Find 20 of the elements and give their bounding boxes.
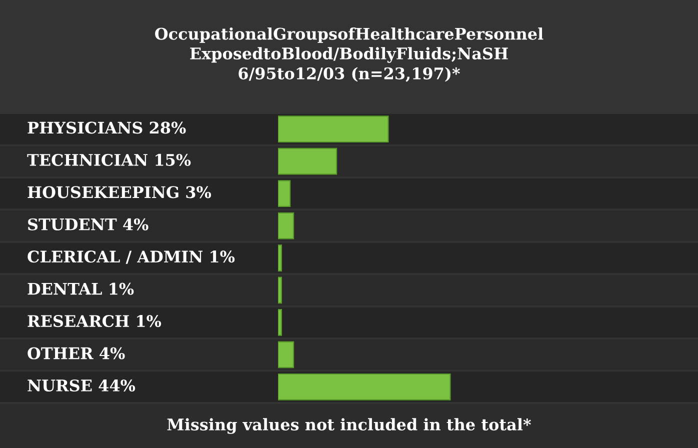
bar	[278, 180, 291, 207]
y-tick-label: OTHER 4%	[28, 347, 125, 360]
bar	[278, 341, 294, 368]
chart-title: OccupationalGroupsofHealthcarePersonnel ExposedtoBlood/BodilyFluids;NaSH 6/95to12/03 (n=23,197)*	[155, 27, 544, 82]
y-tick-label: NURSE 44%	[28, 379, 136, 392]
bar	[278, 212, 294, 240]
text: Missing values not included in the total*	[167, 418, 531, 434]
y-tick-label: RESEARCH 1%	[28, 314, 162, 328]
y-tick-label: CLERICAL / ADMIN 1%	[28, 250, 235, 264]
y-tick-label: TECHNICIAN 15%	[27, 154, 191, 166]
bar	[278, 116, 389, 143]
bar	[278, 276, 282, 304]
y-tick-label: STUDENT 4%	[28, 218, 148, 230]
bar	[278, 148, 338, 175]
bar	[278, 373, 451, 400]
y-tick-label: PHYSICIANS 28%	[28, 122, 186, 134]
bar	[278, 244, 282, 272]
bar	[278, 309, 282, 336]
y-tick-label: DENTAL 1%	[28, 282, 134, 295]
y-tick-label: HOUSEKEEPING 3%	[28, 186, 212, 198]
